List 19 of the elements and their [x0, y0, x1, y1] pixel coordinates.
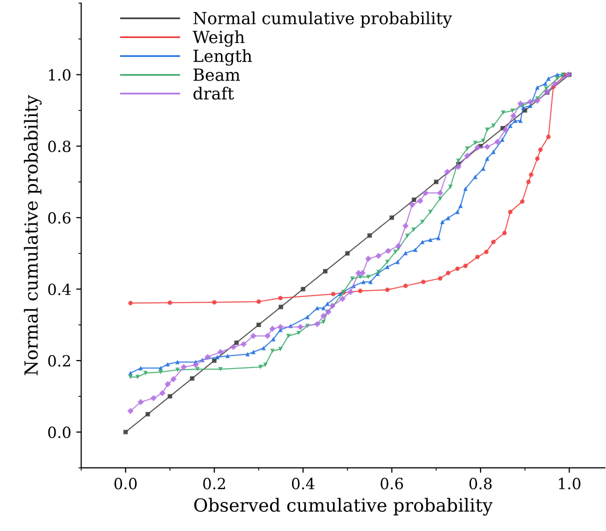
x-tick-label: 0.6 — [380, 478, 403, 490]
y-tick-label: 0.6 — [48, 212, 71, 224]
y-tick-label: 0.8 — [48, 140, 70, 152]
x-tick-label: 0.4 — [292, 478, 314, 490]
x-tick-label: 0.0 — [114, 478, 137, 490]
legend-label: Beam — [194, 68, 240, 82]
y-tick-label: 0.4 — [48, 284, 71, 296]
legend-label: Weigh — [192, 30, 245, 47]
y-tick-label: 0.2 — [48, 355, 70, 367]
x-axis-title: Observed cumulative probability — [194, 498, 493, 516]
y-tick-label: 0.0 — [48, 426, 70, 438]
x-tick-label: 0.8 — [469, 478, 492, 490]
y-axis-title: Normal cumulative probability — [24, 95, 42, 376]
legend-label: Normal cumulative probability — [193, 12, 452, 28]
y-tick-label: 1.0 — [49, 69, 70, 81]
legend-label: draft — [193, 86, 234, 100]
x-tick-label: 1.0 — [559, 478, 580, 490]
legend-label: Length — [194, 49, 252, 66]
x-tick-label: 0.2 — [203, 478, 225, 490]
